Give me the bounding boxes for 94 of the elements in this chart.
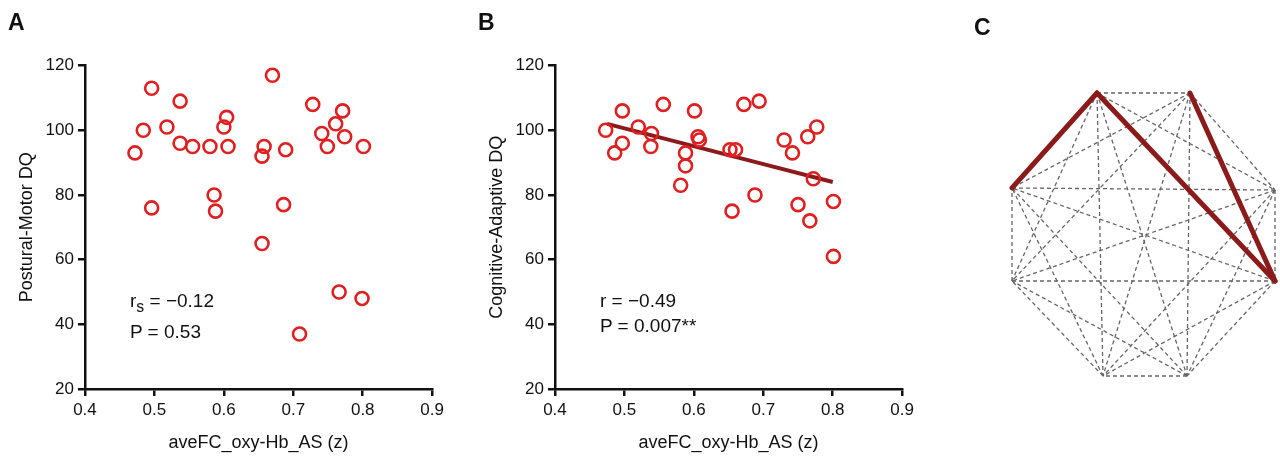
point xyxy=(825,248,842,265)
point xyxy=(327,116,344,132)
x-axis-title: aveFC_oxy-Hb_AS (z) xyxy=(168,432,349,454)
point xyxy=(264,67,281,84)
point xyxy=(630,119,647,135)
annotation: r = −0.49 xyxy=(600,289,678,313)
point xyxy=(677,145,694,161)
point xyxy=(799,128,816,145)
chart-title: B xyxy=(478,9,495,36)
point xyxy=(334,103,351,119)
point xyxy=(143,80,160,97)
point xyxy=(747,187,763,203)
point xyxy=(275,196,292,213)
point xyxy=(614,103,631,119)
point xyxy=(805,170,822,187)
point xyxy=(808,119,825,135)
point xyxy=(202,138,218,155)
point xyxy=(691,132,708,148)
point xyxy=(643,138,659,155)
x-axis-title: aveFC_oxy-Hb_AS (z) xyxy=(638,432,819,454)
y-tick-label: 80 xyxy=(525,184,544,204)
x-tick-label: 0.6 xyxy=(682,399,706,419)
point xyxy=(313,125,330,142)
point xyxy=(802,213,818,229)
y-tick-label: 100 xyxy=(45,119,74,139)
x-tick-label: 0.7 xyxy=(281,399,306,419)
point xyxy=(207,203,224,219)
text: C xyxy=(974,14,991,41)
point xyxy=(643,125,660,142)
point xyxy=(355,138,372,155)
point xyxy=(256,138,272,155)
x-tick-label: 0.6 xyxy=(212,399,236,419)
point xyxy=(143,200,160,216)
point xyxy=(614,135,631,152)
y-tick-label: 60 xyxy=(525,249,544,269)
x-tick-label: 0.4 xyxy=(73,399,97,419)
x-tick-label: 0.9 xyxy=(420,399,444,419)
point xyxy=(127,145,143,161)
point xyxy=(216,119,232,135)
point xyxy=(135,122,152,139)
point xyxy=(606,145,623,161)
y-tick-label: 120 xyxy=(515,55,544,75)
point xyxy=(304,96,321,113)
y-tick-label: 80 xyxy=(55,184,74,204)
point xyxy=(655,96,672,113)
point xyxy=(254,235,270,252)
point xyxy=(597,122,614,139)
y-tick-label: 40 xyxy=(525,314,544,334)
point xyxy=(751,93,767,109)
annotation: P = 0.53 xyxy=(130,319,202,344)
x-tick-label: 0.8 xyxy=(350,399,375,419)
point xyxy=(206,187,222,203)
point xyxy=(291,326,308,342)
point xyxy=(722,141,738,158)
x-tick-label: 0.8 xyxy=(820,399,845,419)
point xyxy=(336,128,353,145)
chart-title: A xyxy=(8,9,25,36)
point xyxy=(254,148,270,164)
point xyxy=(825,193,842,210)
point xyxy=(686,103,703,119)
point xyxy=(727,141,744,158)
annotation: r$_{s}$ = −0.12 xyxy=(130,289,214,317)
point xyxy=(184,138,201,155)
x-tick-label: 0.7 xyxy=(751,399,776,419)
y-tick-label: 20 xyxy=(55,378,74,398)
point xyxy=(220,138,236,155)
point xyxy=(331,284,347,300)
x-tick-label: 0.5 xyxy=(612,399,637,419)
point xyxy=(690,128,706,145)
point xyxy=(277,141,294,158)
x-tick-label: 0.5 xyxy=(142,399,167,419)
x-tick-label: 0.4 xyxy=(543,399,567,419)
point xyxy=(776,132,792,148)
x-tick-label: 0.9 xyxy=(890,399,914,419)
point xyxy=(736,96,752,113)
y-tick-label: 120 xyxy=(45,55,74,75)
point xyxy=(319,138,336,155)
y-axis-title: Postural-Motor DQ xyxy=(15,152,36,303)
y-tick-label: 40 xyxy=(55,314,74,334)
point xyxy=(790,196,806,213)
point xyxy=(218,109,235,126)
annotation: P = 0.007** xyxy=(600,314,697,338)
point xyxy=(172,93,188,109)
point xyxy=(784,145,801,161)
y-tick-label: 20 xyxy=(525,378,544,398)
point xyxy=(672,177,689,194)
point xyxy=(724,203,740,219)
point xyxy=(172,135,188,152)
point xyxy=(677,158,694,174)
y-tick-label: 60 xyxy=(55,249,74,269)
y-tick-label: 100 xyxy=(515,119,544,139)
y-axis-title: Cognitive-Adaptive DQ xyxy=(485,135,506,319)
point xyxy=(354,290,370,307)
point xyxy=(159,119,175,135)
